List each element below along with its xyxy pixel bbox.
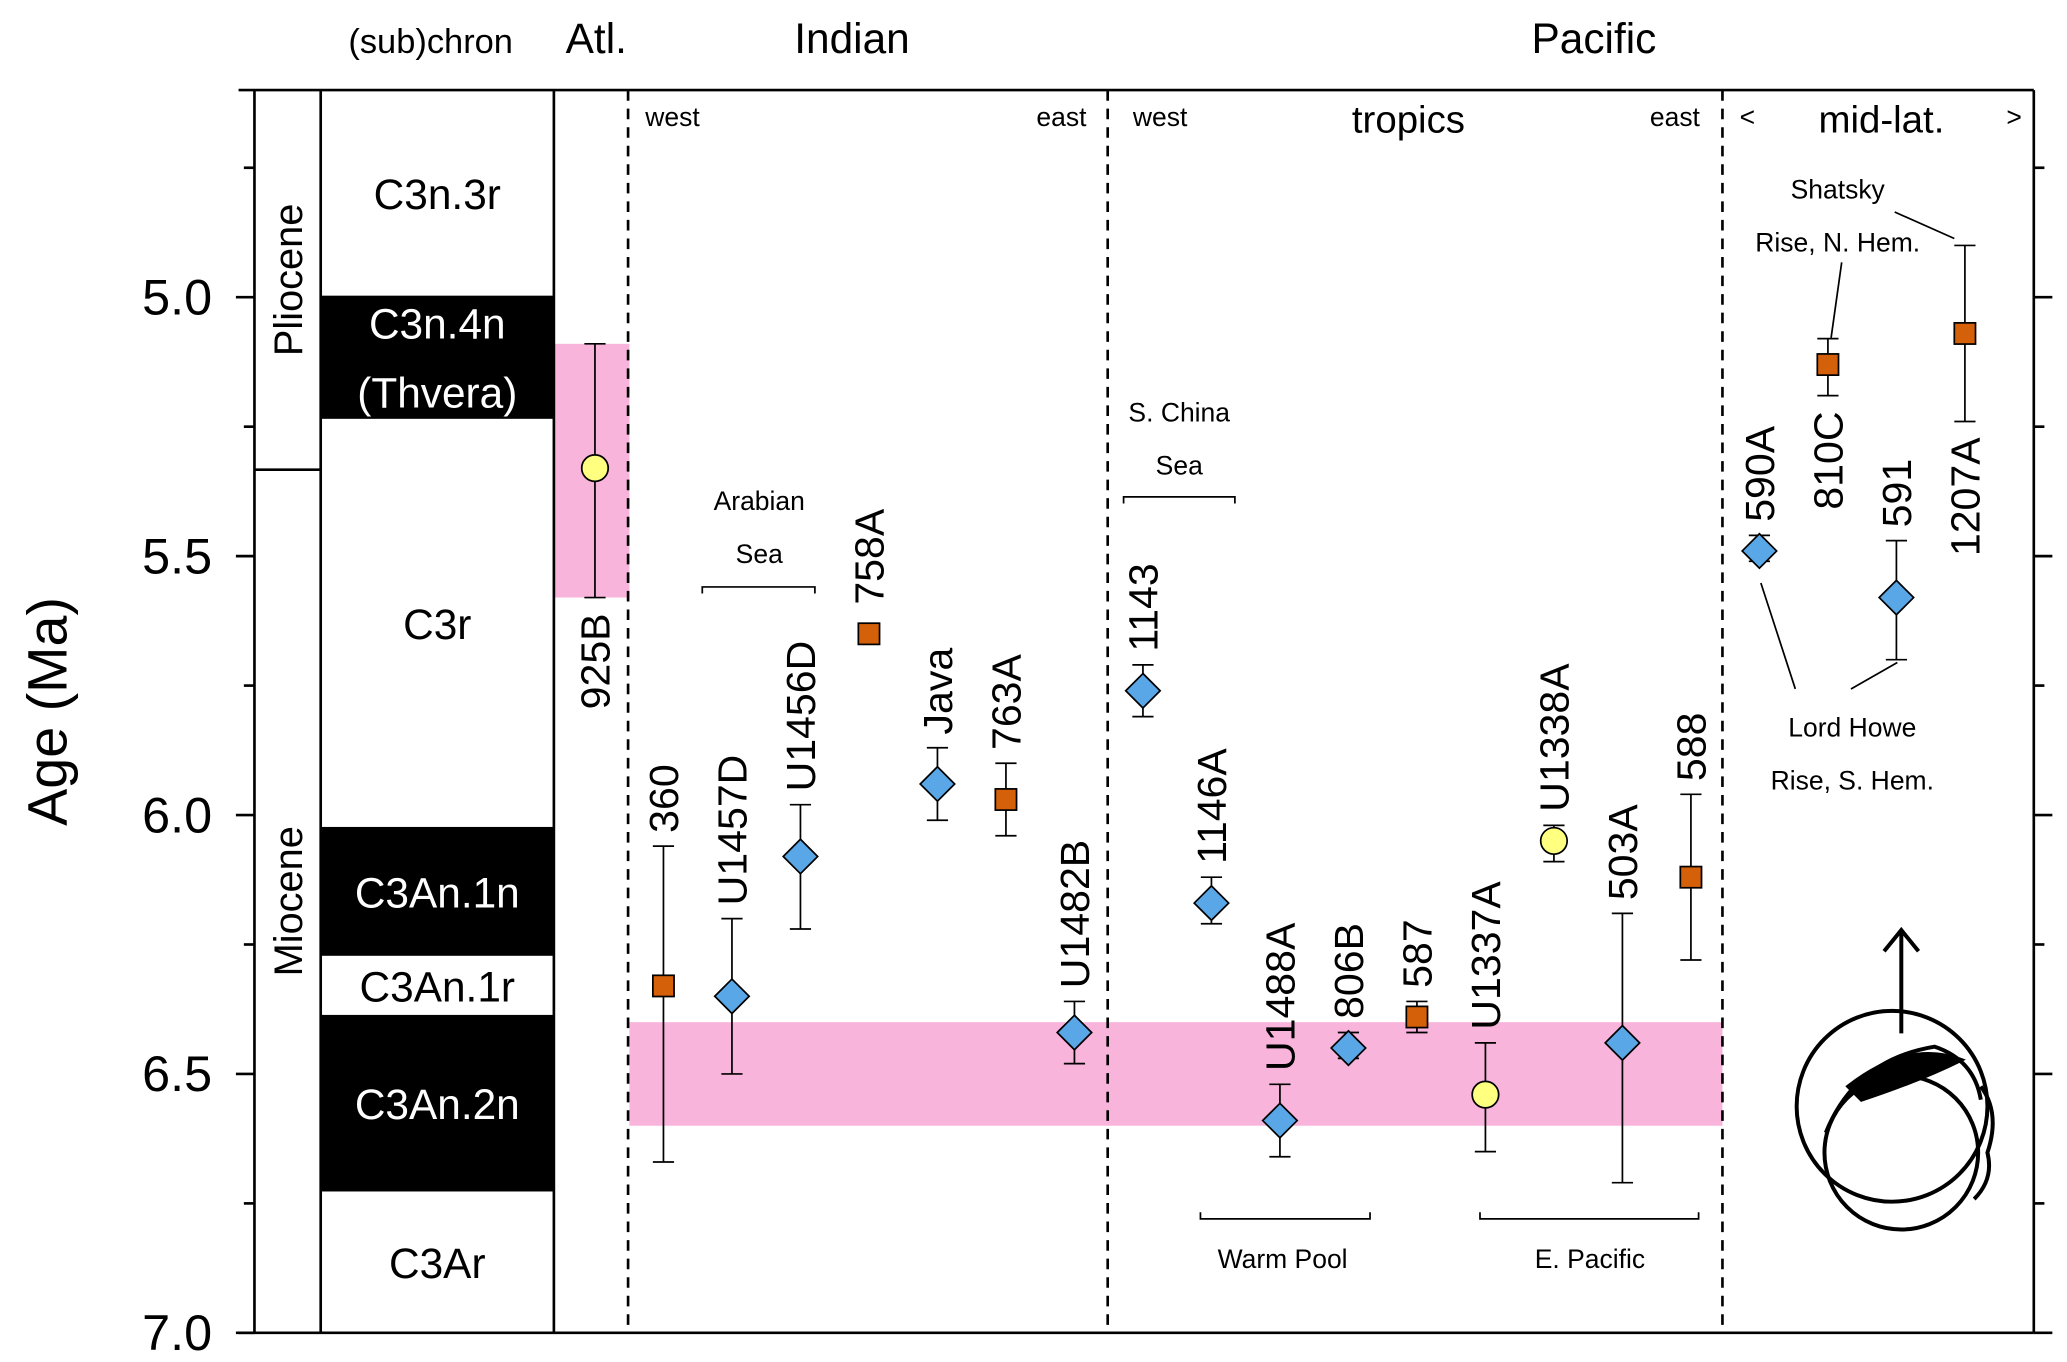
leader-line <box>1830 211 1955 338</box>
site-label: 591 <box>1874 459 1920 528</box>
point <box>1124 672 1162 710</box>
y-tick-label: 7.0 <box>142 1304 212 1361</box>
point <box>1539 826 1569 856</box>
point <box>994 788 1018 811</box>
site-label: U1456D <box>778 641 824 792</box>
chron-label: C3An.2n <box>355 1081 520 1128</box>
site-label: U1457D <box>710 755 756 906</box>
subheader: < <box>1740 102 1755 132</box>
annotation: Arabian <box>714 486 805 516</box>
chron <box>320 955 554 1015</box>
site-label: 925B <box>573 613 619 709</box>
point <box>1816 353 1840 376</box>
chron-label: (Thvera) <box>357 370 517 417</box>
site-label: U1337A <box>1463 881 1509 1030</box>
point <box>651 974 675 998</box>
header: Pacific <box>1532 15 1657 62</box>
site-label: 1207A <box>1942 437 1988 556</box>
epoch-label: Miocene <box>267 826 311 976</box>
subheader: east <box>1650 102 1701 132</box>
y-axis-title: Age (Ma) <box>16 597 78 826</box>
site-label: 1143 <box>1121 563 1167 651</box>
y-tick-label: 5.0 <box>142 268 212 325</box>
bracket <box>701 586 816 594</box>
site-label: 763A <box>984 653 1030 750</box>
subheader: > <box>2006 102 2021 132</box>
point <box>1471 1080 1500 1109</box>
header: Atl. <box>566 15 627 62</box>
subheader: east <box>1036 102 1087 132</box>
bracket <box>1479 1212 1700 1220</box>
site-label: 588 <box>1668 713 1714 782</box>
point <box>1740 532 1778 570</box>
y-tick-label: 6.0 <box>142 786 212 843</box>
site-label: 1146A <box>1189 748 1235 864</box>
site-label: Java <box>915 648 961 735</box>
point <box>1329 1029 1367 1067</box>
chron <box>320 418 554 827</box>
chron <box>320 90 554 296</box>
annotation: E. Pacific <box>1535 1244 1645 1274</box>
point <box>1192 884 1230 922</box>
site-label: 590A <box>1737 425 1783 522</box>
point <box>1953 322 1977 345</box>
annotation: Sea <box>1156 450 1203 480</box>
point <box>919 765 956 803</box>
bracket <box>1122 495 1236 504</box>
chron-label: C3n.3r <box>374 171 501 218</box>
y-tick-label: 6.5 <box>142 1045 212 1102</box>
chron-label: C3n.4n <box>369 301 506 348</box>
subheader: tropics <box>1352 98 1465 141</box>
foraminifer-icon <box>1794 926 1995 1232</box>
chron-label: C3An.1r <box>360 963 515 1010</box>
point <box>1405 1005 1429 1029</box>
site-label: 587 <box>1395 919 1441 988</box>
subheader: mid-lat. <box>1818 98 1944 141</box>
chron <box>320 295 554 419</box>
annotation: Warm Pool <box>1218 1244 1348 1274</box>
point <box>1261 1102 1299 1139</box>
site-label: U1338A <box>1531 663 1577 812</box>
bracket <box>1199 1212 1371 1220</box>
point <box>713 977 751 1015</box>
site-label: 806B <box>1326 923 1372 1019</box>
annotation: Lord Howe <box>1788 713 1916 743</box>
point <box>782 838 819 875</box>
annotation: Rise, N. Hem. <box>1755 228 1920 258</box>
chron <box>320 826 554 956</box>
point <box>1603 1024 1641 1062</box>
point <box>1055 1014 1093 1051</box>
annotation: Shatsky <box>1791 175 1886 205</box>
annotation: Sea <box>736 539 783 569</box>
point <box>1877 579 1915 616</box>
site-label: U1482B <box>1052 840 1098 988</box>
subheader: west <box>1132 102 1188 132</box>
y-tick-label: 5.5 <box>142 527 212 584</box>
point <box>580 453 610 483</box>
chron-label: C3Ar <box>389 1240 486 1287</box>
header: (sub)chron <box>348 23 513 61</box>
chron <box>320 1014 554 1192</box>
point <box>1679 865 1703 889</box>
site-label: 810C <box>1805 412 1851 510</box>
epoch-label: Pliocene <box>267 204 311 356</box>
band <box>629 1022 1723 1126</box>
header: Indian <box>794 15 909 62</box>
subheader: west <box>644 102 700 132</box>
site-label: U1488A <box>1258 922 1304 1071</box>
chron-label: C3r <box>403 601 471 648</box>
site-label: 360 <box>641 764 687 833</box>
plot-layer: C3n.3r C3n.4n (Thvera) C3r C3An.1n C3An.1r C3A… <box>142 88 2053 1361</box>
annotation: Rise, S. Hem. <box>1771 766 1934 796</box>
site-label: 503A <box>1600 804 1646 901</box>
chron <box>320 1191 554 1333</box>
annotation: S. China <box>1128 397 1230 427</box>
leader-line <box>1760 582 1898 690</box>
point <box>857 622 881 646</box>
chron-label: C3An.1n <box>355 869 520 916</box>
site-label: 758A <box>847 508 893 605</box>
